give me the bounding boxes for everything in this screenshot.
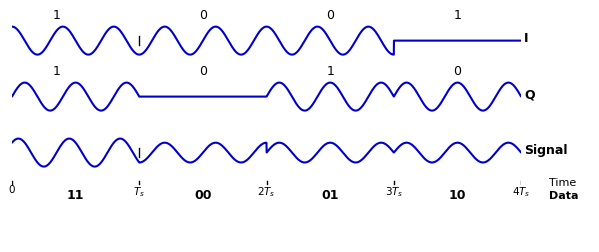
Text: 0: 0 [199, 65, 207, 78]
Text: $4T_s$: $4T_s$ [512, 185, 530, 199]
Text: 1: 1 [53, 65, 60, 78]
Text: 0: 0 [199, 9, 207, 22]
Text: I: I [524, 32, 529, 45]
Text: 00: 00 [194, 189, 211, 202]
Text: 0: 0 [9, 185, 15, 195]
Text: 11: 11 [67, 189, 84, 202]
Text: 1: 1 [453, 9, 461, 22]
Text: 1: 1 [53, 9, 60, 22]
Text: Time: Time [549, 178, 576, 188]
Text: 1: 1 [326, 65, 334, 78]
Text: 10: 10 [449, 189, 466, 202]
Text: Signal: Signal [524, 144, 568, 157]
Text: $T_s$: $T_s$ [134, 185, 145, 199]
Text: Data: Data [549, 191, 579, 201]
Text: 01: 01 [322, 189, 339, 202]
Text: Q: Q [524, 88, 535, 101]
Text: $2T_s$: $2T_s$ [258, 185, 276, 199]
Text: 0: 0 [326, 9, 334, 22]
Text: 0: 0 [453, 65, 461, 78]
Text: $3T_s$: $3T_s$ [385, 185, 403, 199]
